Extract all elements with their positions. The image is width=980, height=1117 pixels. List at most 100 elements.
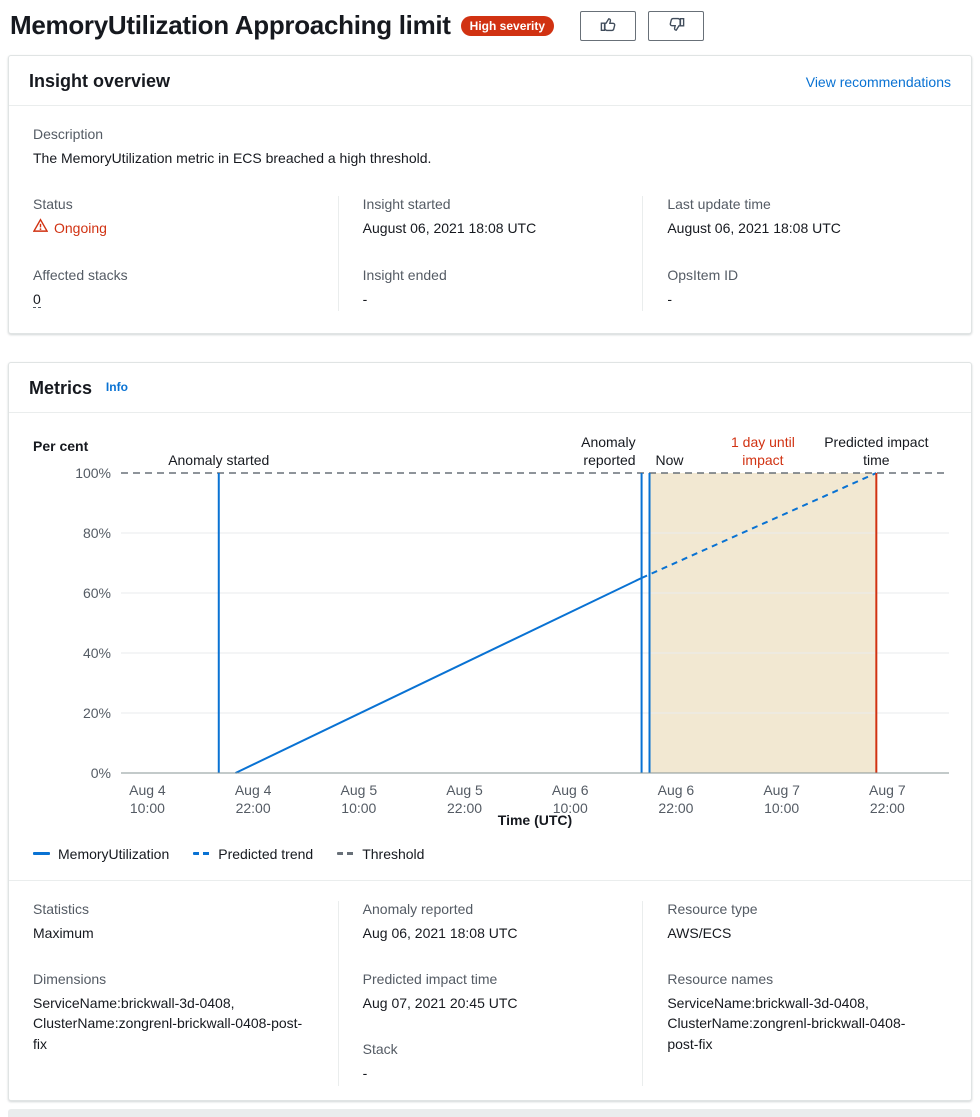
stack-label: Stack: [362, 1041, 398, 1058]
status-value: Ongoing: [32, 218, 314, 238]
metrics-chart-section: 0% 20% 40% 60% 80% 100% Aug 4 10:00 Aug 4 22:00 Au…: [9, 413, 971, 880]
status-field: Status Ongoing: [32, 196, 314, 238]
insight-ended-label: Insight ended: [362, 266, 447, 283]
details-column-2: Anomaly reported Aug 06, 2021 18:08 UTC …: [337, 900, 643, 1086]
legend-item-threshold[interactable]: Threshold: [337, 846, 424, 862]
last-update-label: Last update time: [667, 196, 771, 213]
statistics-field: Statistics Maximum: [33, 901, 314, 943]
y-tick-label: 60%: [83, 585, 111, 601]
x-tick-label: Aug 4 22:00: [235, 782, 272, 816]
resource-names-value: ServiceName:brickwall-3d-0408, ClusterNa…: [667, 995, 906, 1052]
insight-started-label: Insight started: [362, 196, 451, 213]
legend-marker-dashed-blue: [193, 852, 211, 856]
predicted-impact-field: Predicted impact time Aug 07, 2021 20:45…: [363, 971, 619, 1013]
resource-names-field: Resource names ServiceName:brickwall-3d-…: [667, 971, 923, 1054]
predicted-impact-value: Aug 07, 2021 20:45 UTC: [362, 995, 518, 1012]
y-tick-label: 20%: [83, 705, 111, 721]
metrics-header: Metrics Info: [9, 363, 971, 413]
description-field: Description The MemoryUtilization metric…: [33, 126, 947, 168]
details-column-1: Statistics Maximum Dimensions ServiceNam…: [33, 901, 338, 1086]
annotation-predicted-impact-time: Predicted impact time: [824, 434, 928, 468]
description-value: The MemoryUtilization metric in ECS brea…: [33, 150, 432, 166]
insight-started-value: August 06, 2021 18:08 UTC: [362, 220, 537, 237]
status-label: Status: [33, 196, 73, 213]
severity-badge: High severity: [460, 15, 555, 36]
affected-stacks-value[interactable]: 0: [33, 290, 41, 308]
insight-overview-title: Insight overview: [29, 71, 171, 91]
resource-type-value: AWS/ECS: [667, 924, 732, 941]
overview-fields: Status Ongoing: [32, 196, 947, 311]
view-recommendations-link[interactable]: View recommendations: [805, 73, 951, 90]
anomaly-reported-label: Anomaly reported: [362, 900, 474, 917]
metrics-info-link[interactable]: Info: [105, 379, 128, 394]
stack-value: -: [362, 1065, 368, 1082]
annotation-anomaly-reported: Anomaly reported: [581, 434, 635, 468]
description-label: Description: [33, 126, 104, 142]
overview-column-3: Last update time August 06, 2021 18:08 U…: [642, 196, 947, 311]
x-axis-title: Time (UTC): [498, 812, 572, 828]
legend-label: Threshold: [362, 845, 425, 862]
affected-stacks-field: Affected stacks 0: [33, 267, 314, 309]
thumbs-down-button[interactable]: [648, 10, 705, 41]
legend-marker-dashed-gray: [337, 852, 355, 856]
insight-ended-value: -: [362, 290, 368, 307]
details-column-3: Resource type AWS/ECS Resource names Ser…: [642, 900, 947, 1086]
statistics-value: Maximum: [33, 924, 94, 941]
y-tick-label: 80%: [83, 525, 111, 541]
impact-window-region: [649, 472, 877, 773]
x-tick-label: Aug 4 10:00: [129, 782, 166, 816]
page-header: MemoryUtilization Approaching limit High…: [8, 8, 972, 55]
page-title: MemoryUtilization Approaching limit: [10, 10, 451, 40]
thumbs-up-icon: [600, 16, 617, 36]
x-tick-label: Aug 5 22:00: [446, 782, 483, 816]
dimensions-value: ServiceName:brickwall-3d-0408, ClusterNa…: [33, 995, 303, 1052]
series-predicted-trend: [641, 471, 877, 579]
last-update-value: August 06, 2021 18:08 UTC: [667, 220, 841, 237]
series-memoryutilization: [235, 576, 643, 774]
opsitem-field: OpsItem ID -: [667, 267, 923, 309]
legend-item-memory-utilization[interactable]: MemoryUtilization: [33, 846, 169, 862]
legend-item-predicted-trend[interactable]: Predicted trend: [193, 846, 313, 862]
statistics-label: Statistics: [33, 900, 90, 917]
anomaly-reported-value: Aug 06, 2021 18:08 UTC: [362, 924, 518, 941]
x-tick-label: Aug 6 22:00: [658, 782, 695, 816]
dimensions-field: Dimensions ServiceName:brickwall-3d-0408…: [33, 971, 314, 1054]
insight-overview-body: Description The MemoryUtilization metric…: [9, 106, 971, 333]
legend-label: MemoryUtilization: [58, 845, 170, 862]
y-axis-title: Per cent: [33, 438, 89, 454]
overview-column-2: Insight started August 06, 2021 18:08 UT…: [337, 196, 643, 311]
x-tick-label: Aug 5 10:00: [341, 782, 378, 816]
x-tick-label: Aug 6 10:00: [552, 782, 589, 816]
thumbs-up-button[interactable]: [580, 10, 637, 41]
y-tick-label: 100%: [75, 465, 111, 481]
resource-type-field: Resource type AWS/ECS: [667, 901, 923, 943]
memory-utilization-chart[interactable]: 0% 20% 40% 60% 80% 100% Aug 4 10:00 Aug 4 22:00 Au…: [33, 431, 957, 831]
feedback-buttons: [580, 10, 705, 41]
opsitem-label: OpsItem ID: [667, 266, 739, 283]
anomaly-reported-field: Anomaly reported Aug 06, 2021 18:08 UTC: [363, 901, 619, 943]
x-tick-label: Aug 7 10:00: [763, 782, 800, 816]
affected-stacks-label: Affected stacks: [33, 266, 128, 283]
annotation-impact-countdown: 1 day until impact: [731, 434, 795, 468]
overview-column-1: Status Ongoing: [32, 196, 338, 311]
status-text: Ongoing: [54, 220, 107, 237]
metric-details-section: Statistics Maximum Dimensions ServiceNam…: [9, 879, 971, 1100]
opsitem-value: -: [667, 290, 672, 307]
legend-label: Predicted trend: [218, 845, 314, 862]
annotation-now: Now: [656, 452, 685, 468]
y-tick-label: 0%: [91, 765, 111, 781]
insight-overview-header: Insight overview View recommendations: [9, 56, 971, 106]
x-tick-label: Aug 7 22:00: [869, 782, 906, 816]
resource-names-label: Resource names: [667, 971, 774, 988]
next-panel-edge: [8, 1108, 972, 1117]
insight-overview-panel: Insight overview View recommendations De…: [8, 55, 972, 334]
metrics-panel: Metrics Info 0% 20% 40% 60% 80% 100% Aug 4 10:0…: [8, 361, 972, 1101]
insight-started-field: Insight started August 06, 2021 18:08 UT…: [363, 196, 619, 238]
dimensions-label: Dimensions: [33, 971, 107, 988]
insight-ended-field: Insight ended -: [363, 267, 619, 309]
annotation-anomaly-started: Anomaly started: [168, 452, 269, 468]
chart-legend: MemoryUtilization Predicted trend Thresh…: [33, 846, 951, 862]
legend-marker-solid-blue: [33, 852, 50, 856]
predicted-impact-label: Predicted impact time: [362, 971, 498, 988]
